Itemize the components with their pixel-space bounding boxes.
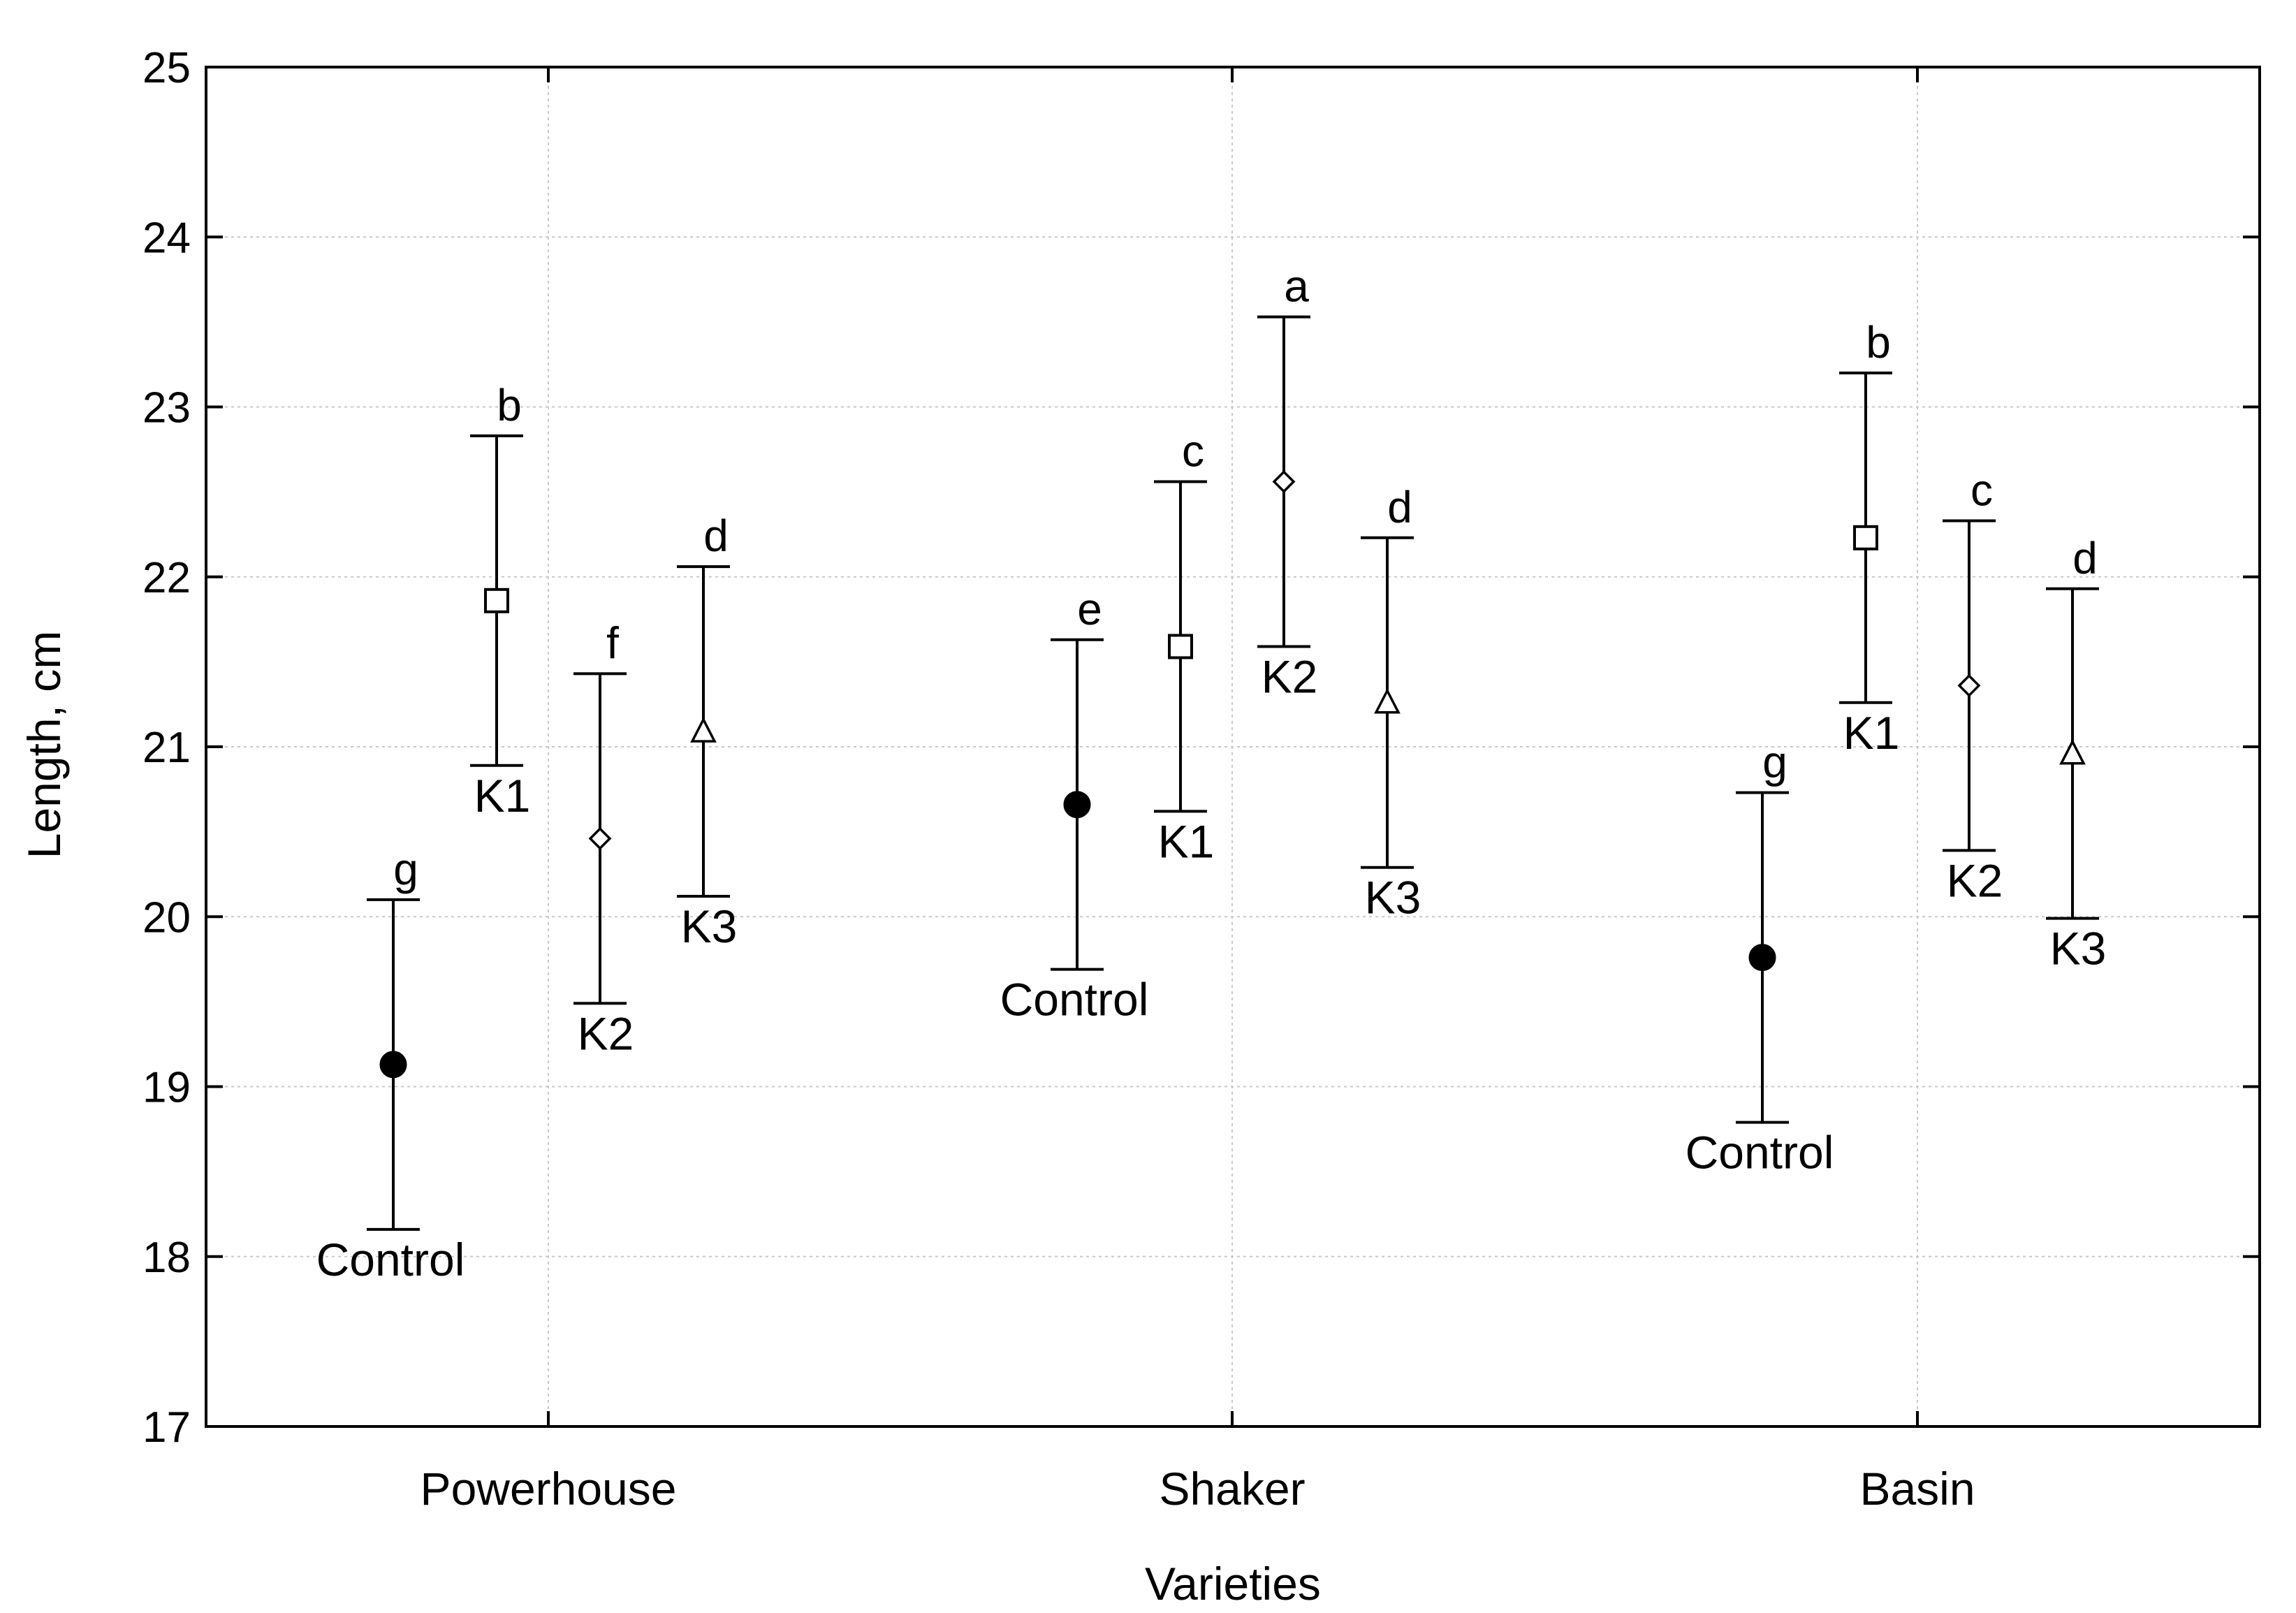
treatment-label: Control [316,1234,465,1285]
significance-letter: b [1866,317,1891,367]
series-k2: f K2 a K2 c K2 [573,261,2003,1059]
treatment-label: K3 [681,900,738,952]
data-point [1168,634,1193,659]
treatment-label: K2 [1947,854,2003,906]
data-point [484,587,509,613]
y-tick-label: 25 [142,44,191,92]
grid-lines [206,67,2260,1426]
treatment-label: K1 [1843,707,1900,759]
significance-letter: c [1182,426,1204,476]
data-point [588,826,612,850]
significance-letter: c [1970,465,1993,515]
significance-letter: f [606,618,619,668]
significance-letter: d [703,511,729,561]
x-category-label: Shaker [1159,1463,1305,1515]
data-point [1957,673,1981,697]
data-point [2059,738,2086,765]
data-point [690,717,717,743]
x-category-label: Powerhouse [421,1463,677,1515]
data-point [1272,470,1296,494]
y-tick-label: 20 [142,893,191,942]
y-tick-label: 23 [142,384,191,432]
significance-letter: g [1762,737,1787,787]
significance-letter: d [1387,482,1412,532]
data-point [1374,687,1401,714]
significance-letter: b [497,380,522,430]
data-point [1853,525,1878,550]
treatment-label: K2 [1262,650,1318,702]
y-tick-label: 18 [142,1234,191,1282]
data-point [1748,944,1776,972]
series-k1: b K1 c K1 b K1 [470,317,1900,867]
x-category-label: Basin [1859,1463,1975,1515]
treatment-label: Control [1000,974,1149,1026]
significance-letter: g [393,844,418,894]
y-axis-title: Length, cm [18,631,70,859]
treatment-label: K2 [578,1007,634,1059]
y-tick-label: 22 [142,554,191,602]
y-tick-label: 19 [142,1064,191,1112]
y-tick-label: 21 [142,724,191,772]
treatment-label: K1 [1158,815,1215,867]
x-axis-title: Varieties [1145,1558,1321,1610]
x-axis: Powerhouse Shaker Basin [421,67,1975,1515]
data-series: g Control e Control g Control b K1 c K1 b K1 f K2 a K2 c… [316,261,2107,1285]
data-point [379,1051,407,1079]
y-tick-label: 24 [142,214,191,262]
significance-letter: a [1284,261,1309,312]
treatment-label: K3 [2050,923,2107,975]
treatment-label: K1 [474,770,531,822]
significance-letter: d [2072,533,2098,583]
y-tick-label: 17 [142,1403,191,1452]
data-point [1063,791,1091,819]
treatment-label: K3 [1365,872,1421,924]
significance-letter: e [1077,584,1102,634]
y-axis: 17 18 19 20 21 22 23 24 25 [142,44,2260,1452]
series-control: g Control e Control g Control [316,584,1834,1285]
series-k3: d K3 d K3 d K3 [677,482,2106,975]
treatment-label: Control [1686,1127,1834,1178]
